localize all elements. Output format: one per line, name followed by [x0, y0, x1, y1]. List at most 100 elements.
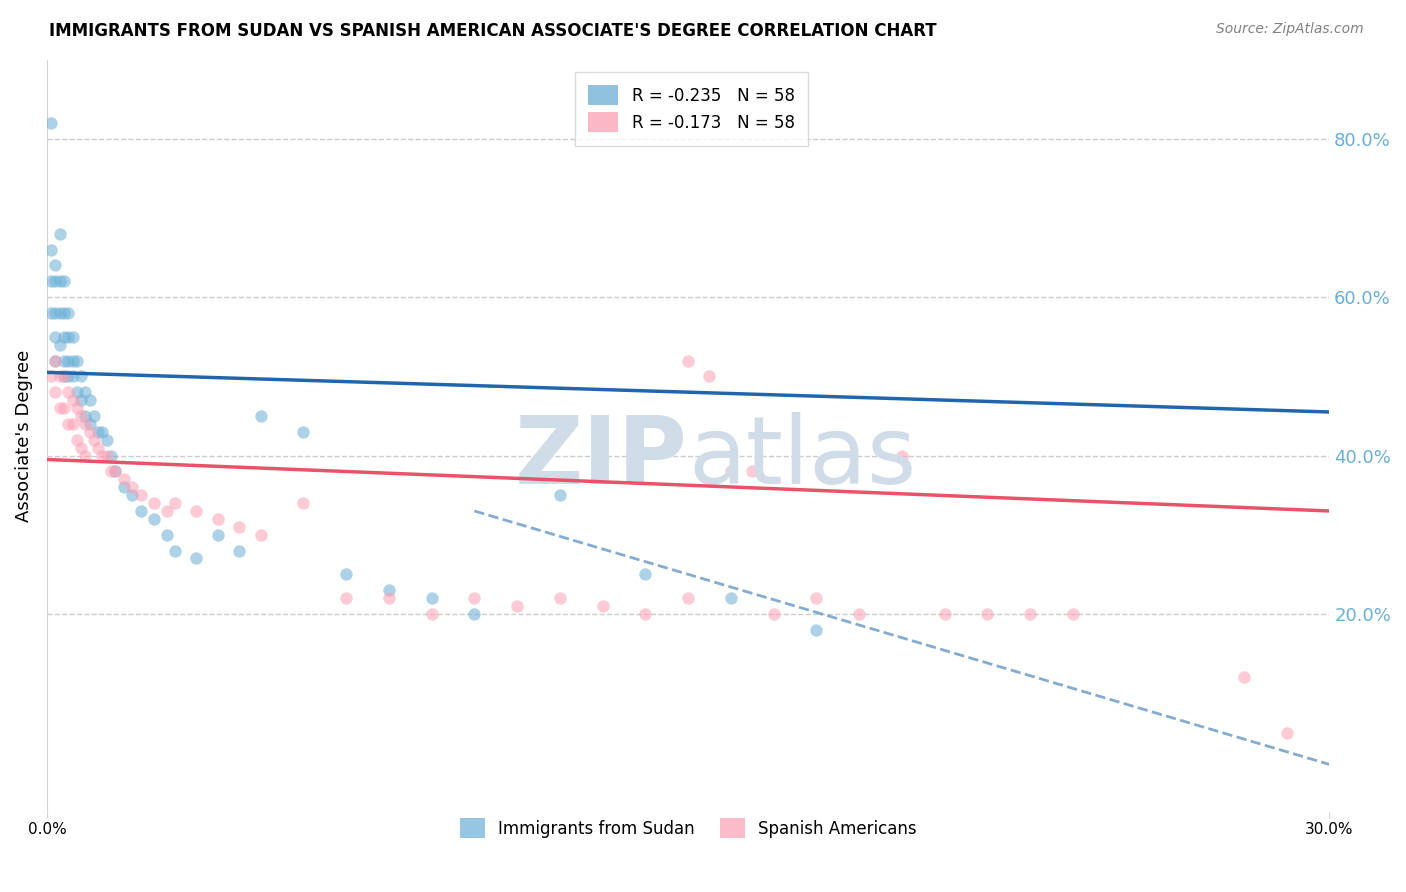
Point — [165, 496, 187, 510]
Point — [44, 353, 66, 368]
Point — [70, 393, 93, 408]
Point — [548, 591, 571, 605]
Point — [53, 353, 76, 368]
Point — [48, 306, 70, 320]
Point — [70, 409, 93, 423]
Point — [1062, 607, 1084, 621]
Point — [44, 353, 66, 368]
Point — [39, 243, 62, 257]
Point — [676, 353, 699, 368]
Point — [62, 417, 84, 431]
Point — [87, 425, 110, 439]
Point — [1019, 607, 1042, 621]
Point — [48, 274, 70, 288]
Point — [142, 496, 165, 510]
Point — [806, 591, 828, 605]
Point — [66, 385, 89, 400]
Point — [676, 591, 699, 605]
Point — [506, 599, 529, 613]
Point — [58, 306, 80, 320]
Point — [112, 480, 135, 494]
Point — [75, 417, 97, 431]
Point — [976, 607, 998, 621]
Point — [44, 330, 66, 344]
Point — [48, 227, 70, 241]
Point — [186, 504, 208, 518]
Point — [75, 385, 97, 400]
Text: atlas: atlas — [688, 412, 917, 504]
Point — [121, 480, 143, 494]
Point — [592, 599, 614, 613]
Point — [762, 607, 785, 621]
Point — [79, 425, 101, 439]
Point — [741, 464, 763, 478]
Point — [62, 330, 84, 344]
Point — [53, 369, 76, 384]
Point — [720, 464, 742, 478]
Point — [66, 401, 89, 415]
Point — [292, 425, 315, 439]
Point — [83, 433, 105, 447]
Point — [100, 449, 122, 463]
Legend: Immigrants from Sudan, Spanish Americans: Immigrants from Sudan, Spanish Americans — [453, 811, 924, 845]
Point — [890, 449, 912, 463]
Point — [806, 623, 828, 637]
Point — [96, 449, 118, 463]
Point — [249, 527, 271, 541]
Point — [39, 369, 62, 384]
Point — [121, 488, 143, 502]
Point — [87, 441, 110, 455]
Point — [129, 504, 152, 518]
Point — [48, 337, 70, 351]
Point — [104, 464, 127, 478]
Point — [420, 591, 443, 605]
Y-axis label: Associate's Degree: Associate's Degree — [15, 350, 32, 522]
Point — [378, 583, 401, 598]
Point — [155, 504, 177, 518]
Point — [228, 520, 250, 534]
Point — [70, 369, 93, 384]
Point — [91, 425, 114, 439]
Point — [112, 472, 135, 486]
Point — [62, 369, 84, 384]
Text: Source: ZipAtlas.com: Source: ZipAtlas.com — [1216, 22, 1364, 37]
Point — [44, 385, 66, 400]
Point — [378, 591, 401, 605]
Point — [58, 353, 80, 368]
Point — [463, 607, 485, 621]
Point — [53, 330, 76, 344]
Point — [699, 369, 721, 384]
Point — [720, 591, 742, 605]
Point — [292, 496, 315, 510]
Point — [39, 116, 62, 130]
Point — [58, 417, 80, 431]
Point — [75, 409, 97, 423]
Point — [53, 274, 76, 288]
Point — [62, 353, 84, 368]
Point — [335, 591, 357, 605]
Point — [934, 607, 956, 621]
Point — [142, 512, 165, 526]
Point — [39, 274, 62, 288]
Text: ZIP: ZIP — [515, 412, 688, 504]
Point — [53, 401, 76, 415]
Point — [44, 306, 66, 320]
Point — [207, 512, 229, 526]
Point — [165, 543, 187, 558]
Point — [420, 607, 443, 621]
Point — [53, 369, 76, 384]
Point — [53, 306, 76, 320]
Point — [228, 543, 250, 558]
Point — [75, 449, 97, 463]
Point — [848, 607, 870, 621]
Point — [48, 401, 70, 415]
Point — [48, 369, 70, 384]
Point — [207, 527, 229, 541]
Point — [104, 464, 127, 478]
Point — [129, 488, 152, 502]
Point — [634, 607, 657, 621]
Point — [463, 591, 485, 605]
Text: IMMIGRANTS FROM SUDAN VS SPANISH AMERICAN ASSOCIATE'S DEGREE CORRELATION CHART: IMMIGRANTS FROM SUDAN VS SPANISH AMERICA… — [49, 22, 936, 40]
Point — [79, 393, 101, 408]
Point — [335, 567, 357, 582]
